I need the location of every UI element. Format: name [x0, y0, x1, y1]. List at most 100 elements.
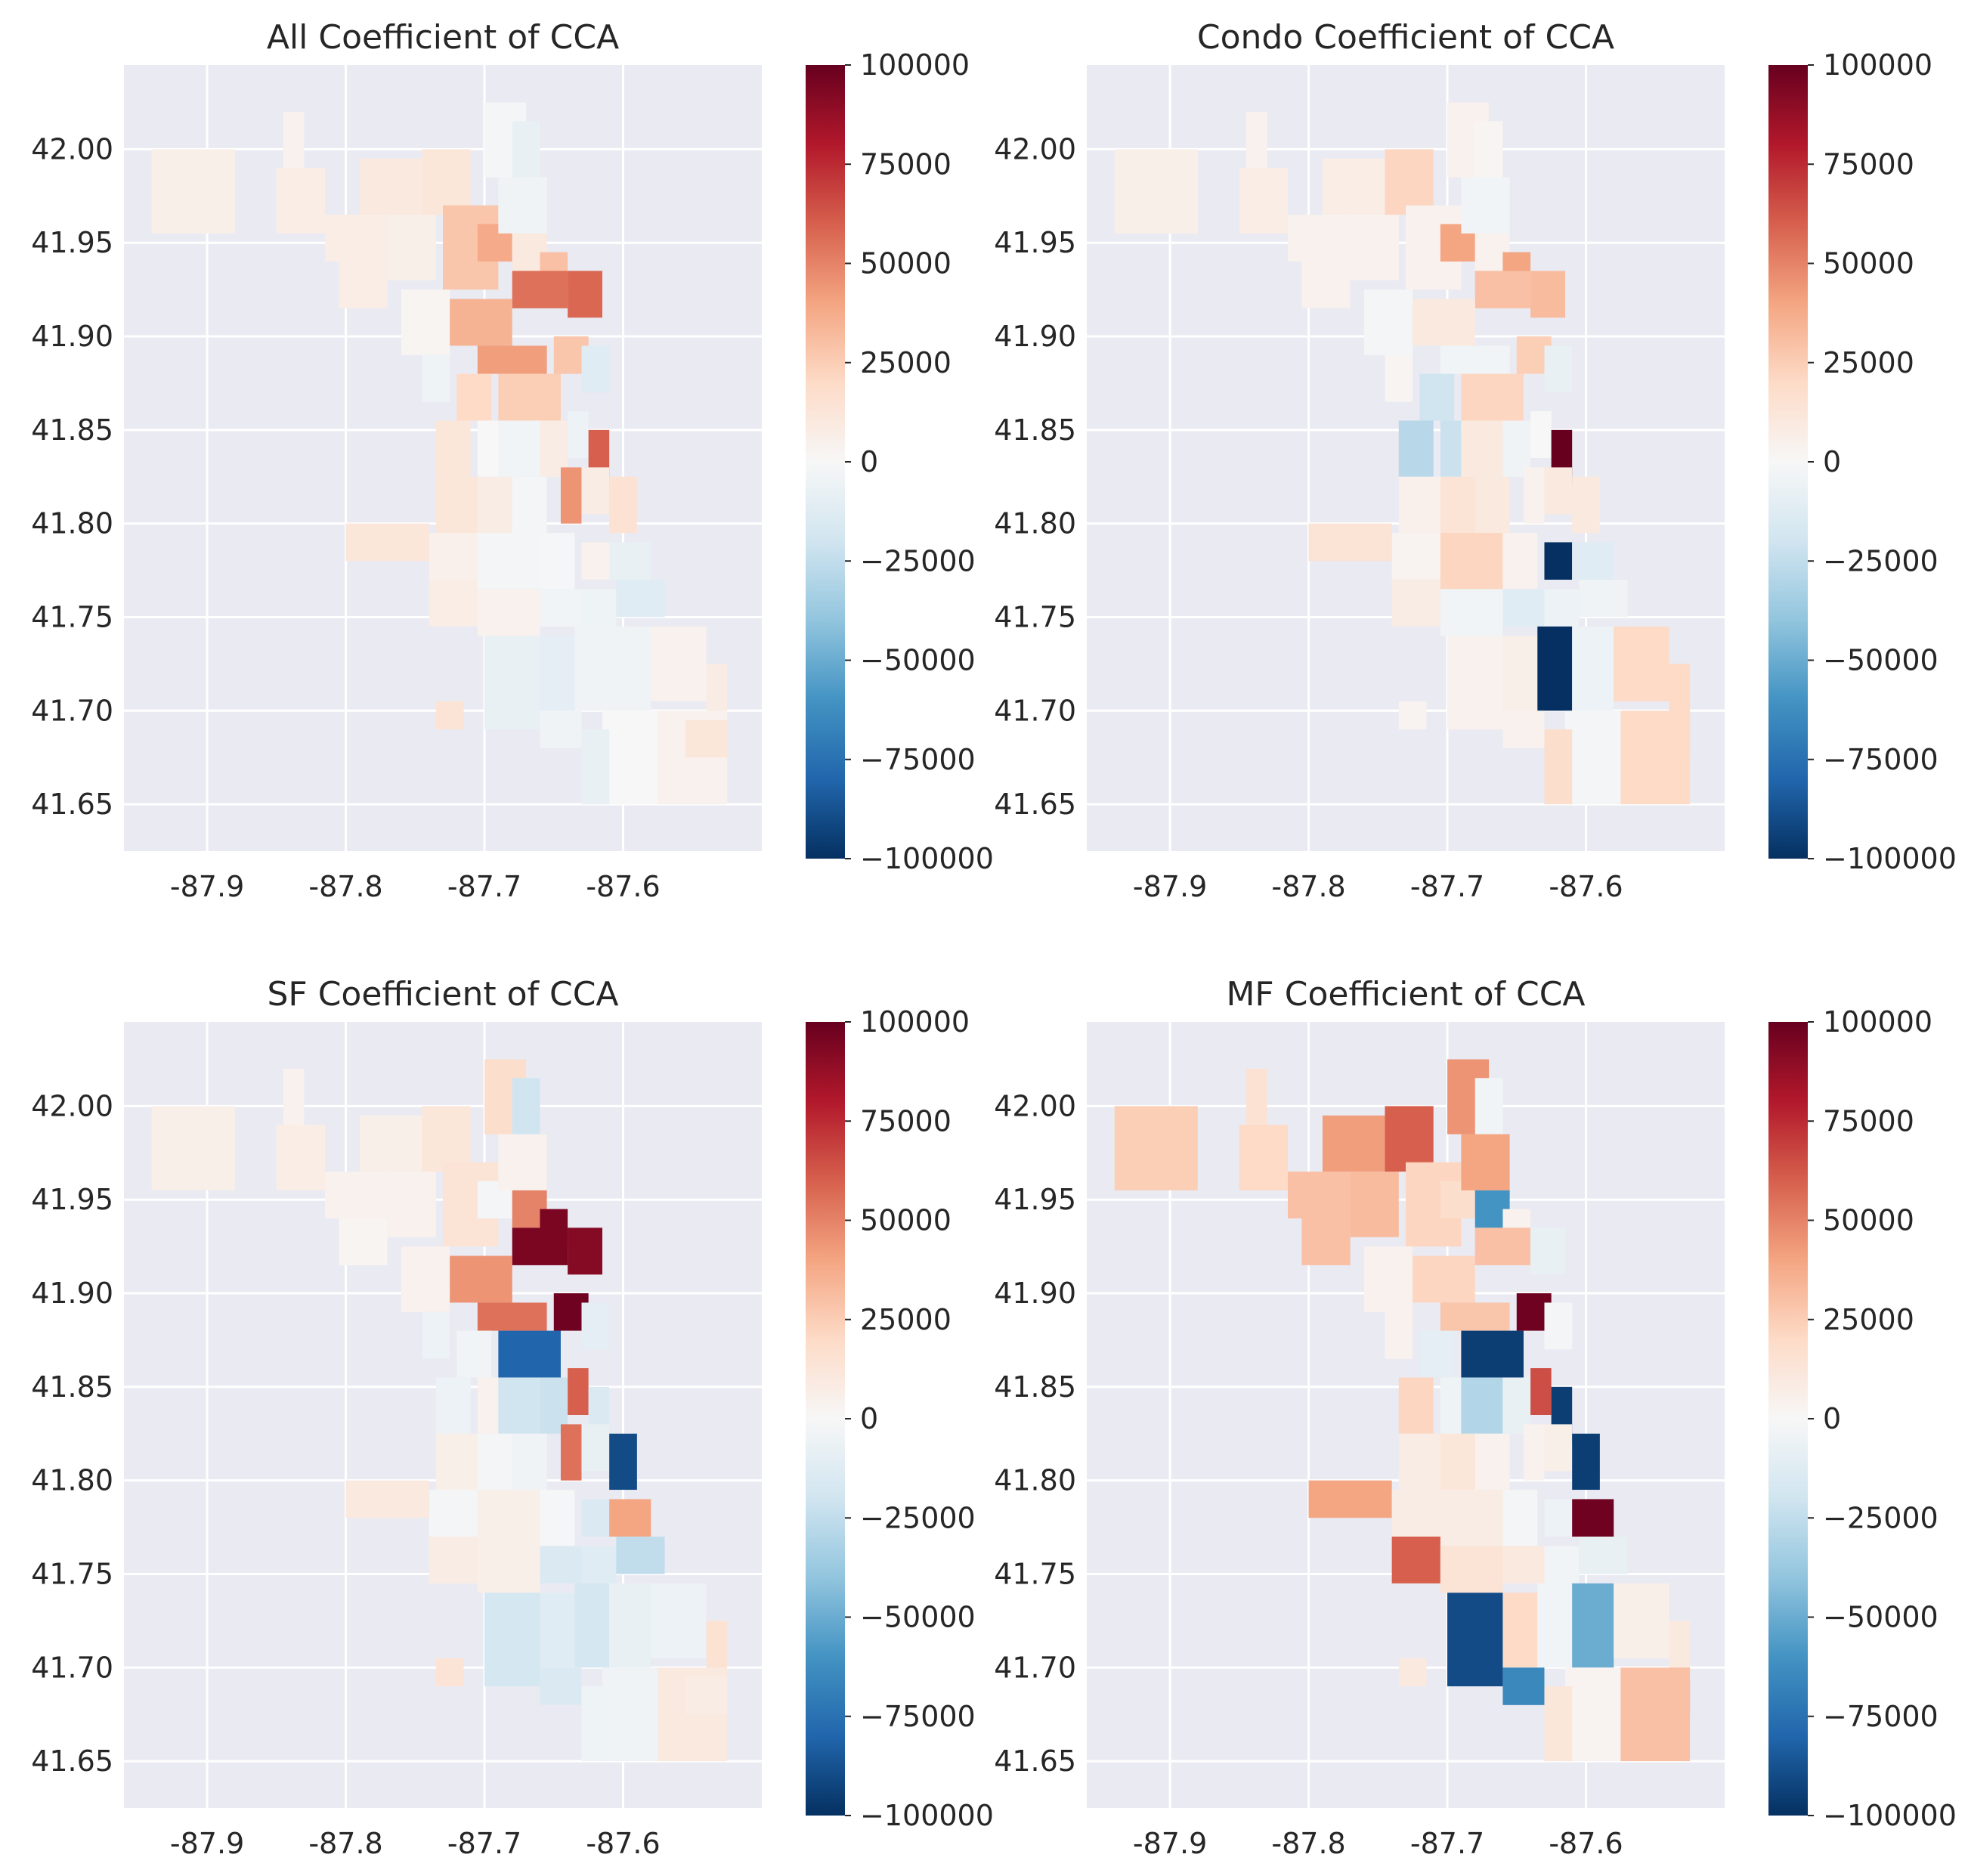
community-area[interactable] [581, 345, 610, 393]
community-area[interactable] [422, 354, 450, 402]
community-area[interactable] [1572, 1433, 1600, 1491]
community-area[interactable] [1544, 467, 1573, 515]
community-area[interactable] [1398, 1658, 1427, 1687]
community-area[interactable] [581, 1424, 610, 1472]
community-area[interactable] [581, 1302, 610, 1350]
community-area[interactable] [477, 1377, 499, 1434]
community-area[interactable] [1440, 533, 1503, 590]
community-area[interactable] [1474, 476, 1510, 534]
community-area[interactable] [498, 177, 547, 234]
community-area[interactable] [1419, 1330, 1455, 1378]
community-area[interactable] [435, 1377, 471, 1434]
community-area[interactable] [387, 215, 436, 280]
community-area[interactable] [1391, 579, 1440, 627]
community-area[interactable] [345, 523, 429, 562]
community-area[interactable] [276, 1125, 326, 1190]
community-area[interactable] [1544, 589, 1580, 627]
community-area[interactable] [1474, 1227, 1531, 1265]
community-area[interactable] [1114, 1106, 1198, 1190]
community-area[interactable] [574, 626, 610, 711]
community-area[interactable] [1544, 1686, 1573, 1762]
community-area[interactable] [540, 1667, 582, 1705]
community-area[interactable] [512, 476, 547, 534]
community-area[interactable] [1565, 710, 1621, 805]
community-area[interactable] [568, 411, 589, 458]
community-area[interactable] [484, 636, 540, 730]
community-area[interactable] [512, 121, 540, 187]
community-area[interactable] [1308, 1480, 1392, 1518]
community-area[interactable] [1413, 1255, 1475, 1303]
community-area[interactable] [276, 168, 326, 234]
community-area[interactable] [1502, 710, 1545, 748]
community-area[interactable] [581, 1686, 610, 1762]
community-area[interactable] [1350, 1172, 1399, 1237]
community-area[interactable] [540, 1593, 575, 1668]
community-area[interactable] [1440, 1377, 1462, 1434]
community-area[interactable] [1502, 589, 1545, 627]
community-area[interactable] [1440, 420, 1462, 477]
community-area[interactable] [540, 1490, 575, 1546]
community-area[interactable] [568, 1368, 589, 1415]
community-area[interactable] [616, 579, 665, 618]
community-area[interactable] [1544, 1499, 1573, 1537]
community-area[interactable] [429, 579, 478, 627]
community-area[interactable] [512, 1078, 540, 1144]
community-area[interactable] [512, 271, 568, 308]
community-area[interactable] [1385, 1106, 1434, 1172]
community-area[interactable] [581, 467, 610, 515]
community-area[interactable] [651, 1583, 707, 1658]
community-area[interactable] [1322, 158, 1385, 215]
community-area[interactable] [1288, 215, 1351, 262]
community-area[interactable] [435, 1433, 478, 1491]
community-area[interactable] [1447, 1593, 1503, 1687]
community-area[interactable] [1239, 1125, 1289, 1190]
community-area[interactable] [435, 420, 471, 477]
community-area[interactable] [616, 1536, 665, 1574]
community-area[interactable] [345, 1480, 429, 1518]
community-area[interactable] [422, 149, 471, 215]
community-area[interactable] [574, 1583, 610, 1668]
community-area[interactable] [1502, 1490, 1538, 1546]
community-area[interactable] [1474, 1433, 1510, 1491]
community-area[interactable] [477, 345, 547, 374]
community-area[interactable] [1398, 476, 1440, 534]
community-area[interactable] [1350, 215, 1399, 280]
community-area[interactable] [1502, 1667, 1545, 1705]
community-area[interactable] [1461, 420, 1503, 477]
community-area[interactable] [1544, 1302, 1573, 1350]
community-area[interactable] [450, 299, 512, 346]
community-area[interactable] [477, 1546, 540, 1593]
community-area[interactable] [568, 1227, 602, 1275]
community-area[interactable] [1419, 373, 1455, 421]
community-area[interactable] [477, 533, 540, 590]
community-area[interactable] [401, 289, 450, 355]
community-area[interactable] [1398, 420, 1434, 477]
community-area[interactable] [498, 1377, 540, 1434]
community-area[interactable] [609, 626, 651, 711]
community-area[interactable] [1398, 1377, 1434, 1434]
community-area[interactable] [1385, 149, 1434, 215]
community-area[interactable] [1308, 523, 1392, 562]
community-area[interactable] [1391, 533, 1440, 580]
community-area[interactable] [540, 710, 582, 748]
community-area[interactable] [1363, 1246, 1413, 1312]
community-area[interactable] [1544, 729, 1573, 805]
community-area[interactable] [435, 1658, 464, 1687]
community-area[interactable] [1385, 354, 1413, 402]
community-area[interactable] [1614, 1583, 1669, 1658]
community-area[interactable] [1502, 636, 1538, 711]
community-area[interactable] [1544, 345, 1573, 393]
community-area[interactable] [477, 589, 540, 636]
community-area[interactable] [151, 149, 235, 234]
community-area[interactable] [1440, 589, 1503, 636]
community-area[interactable] [602, 1667, 658, 1762]
community-area[interactable] [1301, 262, 1351, 308]
community-area[interactable] [325, 1172, 388, 1218]
community-area[interactable] [560, 467, 582, 524]
community-area[interactable] [1391, 1490, 1440, 1537]
community-area[interactable] [1461, 177, 1510, 234]
community-area[interactable] [1440, 1546, 1503, 1593]
community-area[interactable] [359, 158, 422, 215]
community-area[interactable] [1288, 1172, 1351, 1218]
community-area[interactable] [477, 1302, 547, 1331]
